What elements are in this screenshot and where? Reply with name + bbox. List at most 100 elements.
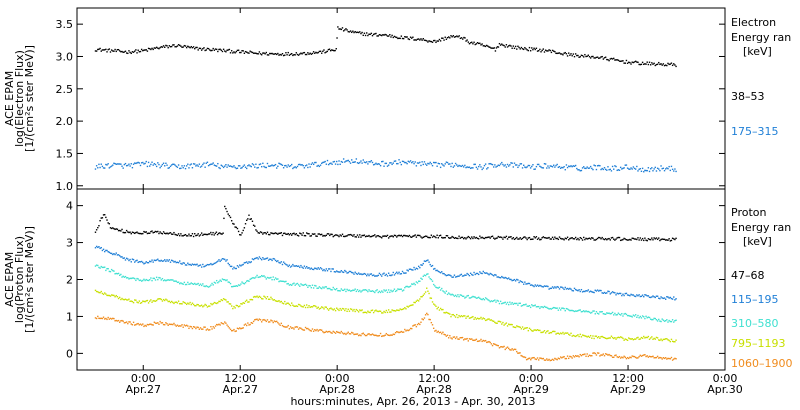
data-point	[132, 258, 135, 261]
y-axis-label-line: ACE EPAM	[3, 252, 16, 307]
data-point	[160, 232, 162, 234]
data-point	[469, 297, 472, 299]
data-point	[206, 47, 209, 50]
data-point	[125, 52, 128, 54]
data-point	[573, 356, 576, 358]
data-point	[101, 249, 104, 252]
data-point	[181, 46, 183, 48]
data-point	[270, 276, 272, 279]
data-point	[402, 37, 405, 40]
data-point	[306, 53, 308, 56]
data-point	[144, 324, 146, 327]
data-point	[119, 255, 121, 257]
data-point	[510, 162, 512, 164]
data-point	[347, 234, 349, 236]
data-point	[217, 50, 219, 53]
data-point	[212, 263, 214, 265]
data-point	[264, 53, 266, 55]
data-point	[652, 318, 654, 321]
data-point	[667, 321, 669, 323]
data-point	[529, 328, 532, 331]
data-point	[615, 338, 617, 340]
data-point	[184, 233, 187, 236]
data-point	[217, 324, 219, 326]
data-point	[664, 357, 667, 359]
data-point	[136, 323, 138, 325]
data-point	[371, 274, 374, 277]
data-point	[519, 326, 521, 329]
data-point	[658, 297, 660, 299]
data-point	[435, 329, 437, 332]
data-point	[274, 163, 277, 166]
data-point	[98, 266, 100, 269]
data-point	[299, 53, 301, 55]
data-point	[107, 316, 109, 319]
data-point	[453, 314, 456, 317]
data-point	[269, 233, 271, 236]
data-point	[311, 52, 314, 55]
data-point	[559, 332, 562, 334]
data-point	[535, 165, 538, 168]
data-point	[644, 354, 646, 356]
data-point	[385, 309, 388, 312]
data-point	[338, 289, 340, 292]
data-point	[180, 282, 182, 284]
data-point	[271, 320, 273, 322]
data-point	[191, 47, 194, 49]
data-point	[579, 309, 581, 311]
data-point	[494, 238, 496, 240]
data-point	[164, 259, 166, 261]
data-point	[175, 280, 177, 282]
data-point	[646, 355, 648, 357]
data-point	[646, 336, 648, 339]
data-point	[536, 305, 539, 308]
data-point	[212, 47, 214, 50]
data-point	[426, 312, 428, 315]
data-point	[245, 299, 248, 301]
data-point	[312, 233, 315, 235]
x-tick-label-date: Apr.29	[513, 383, 549, 396]
data-point	[105, 48, 107, 51]
data-point	[356, 31, 359, 33]
data-point	[538, 359, 540, 361]
data-point	[400, 308, 403, 311]
data-point	[142, 261, 144, 264]
data-point	[602, 292, 605, 294]
data-point	[438, 309, 441, 311]
data-point	[387, 272, 390, 274]
data-point	[326, 233, 329, 235]
data-point	[585, 355, 587, 357]
data-point	[385, 289, 388, 291]
data-point	[628, 294, 630, 296]
data-point	[349, 270, 352, 273]
data-point	[404, 36, 406, 38]
data-point	[655, 237, 658, 239]
data-point	[617, 59, 620, 61]
data-point	[176, 166, 179, 168]
data-point	[327, 233, 330, 235]
data-point	[368, 274, 370, 277]
data-point	[248, 164, 250, 166]
data-point	[527, 237, 530, 239]
data-point	[247, 165, 249, 167]
data-point	[649, 318, 652, 320]
data-point	[142, 49, 144, 52]
data-point	[471, 236, 473, 238]
data-point	[363, 32, 366, 34]
data-point	[351, 271, 353, 274]
data-point	[419, 39, 421, 41]
data-point	[553, 287, 555, 289]
data-point	[477, 296, 480, 299]
data-point	[580, 237, 583, 240]
data-point	[444, 163, 446, 165]
data-point	[494, 299, 496, 301]
data-point	[288, 264, 291, 266]
data-point	[630, 239, 632, 241]
data-point	[274, 259, 277, 262]
data-point	[488, 274, 490, 276]
data-point	[639, 237, 641, 239]
data-point	[314, 233, 316, 235]
data-point	[397, 331, 399, 333]
data-point	[616, 169, 618, 172]
data-point	[279, 262, 281, 264]
